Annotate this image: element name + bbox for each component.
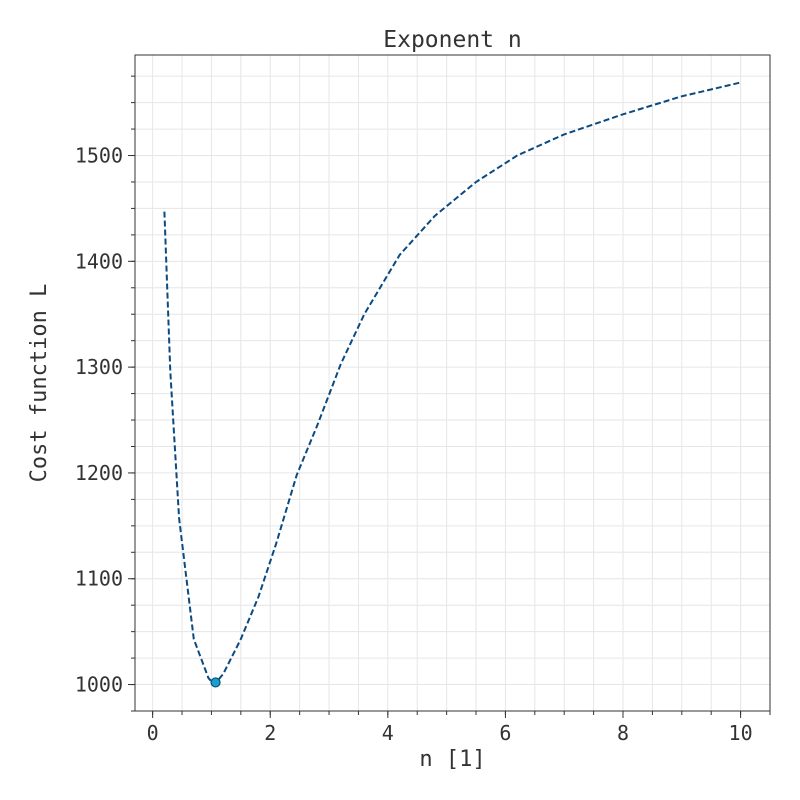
x-tick-label: 8 (617, 721, 629, 745)
y-tick-label: 1400 (75, 249, 123, 273)
y-tick-label: 1200 (75, 461, 123, 485)
grid (135, 55, 771, 712)
chart-title: Exponent n (383, 27, 521, 53)
major-ticks: 0 2 4 6 8 10 1000 1100 1200 1300 1400 1500 (75, 144, 753, 745)
x-tick-label: 6 (499, 721, 511, 745)
cost-curve-line (163, 81, 741, 687)
x-tick-label: 4 (382, 721, 394, 745)
plot-frame (134, 54, 771, 712)
y-tick-label: 1500 (75, 144, 123, 168)
y-axis-label: Cost function L (27, 284, 52, 483)
x-tick-label: 0 (147, 721, 159, 745)
x-axis-label: n [1] (419, 747, 485, 772)
y-tick-label: 1000 (75, 673, 123, 697)
y-tick-label: 1100 (75, 567, 123, 591)
x-tick-label: 2 (264, 721, 276, 745)
minimum-marker (210, 677, 221, 688)
x-tick-label: 10 (729, 721, 753, 745)
y-tick-label: 1300 (75, 355, 123, 379)
minor-ticks (131, 75, 771, 715)
